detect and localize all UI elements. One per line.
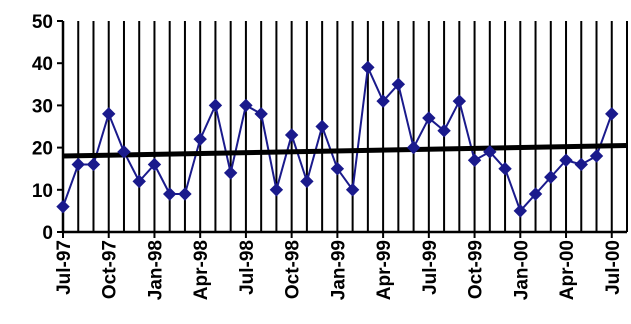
data-point [605, 107, 619, 121]
data-point [269, 183, 284, 197]
data-point [559, 153, 573, 167]
x-tick-label: Apr-98 [191, 240, 212, 300]
data-point [239, 98, 253, 113]
axes [61, 21, 627, 234]
x-axis-ticks: Jul-97 Oct-97 Jan-98 Apr-98 Jul-98 Oct-98 Jan-… [54, 232, 624, 300]
data-point [345, 183, 360, 197]
y-tick-label: 30 [32, 96, 53, 117]
x-tick-label: Jan-98 [145, 240, 166, 300]
data-point [102, 107, 116, 121]
x-tick-label: Jul-97 [54, 240, 75, 295]
data-point [437, 124, 451, 138]
data-point [452, 94, 467, 108]
x-tick-label: Jul-99 [420, 240, 441, 295]
data-point [117, 145, 131, 159]
y-tick-label: 50 [32, 12, 53, 33]
data-point [193, 132, 207, 146]
data-point [223, 166, 238, 180]
data-point [467, 153, 482, 167]
data-point [162, 187, 177, 201]
y-tick-label: 0 [42, 223, 53, 244]
data-points [56, 60, 619, 218]
y-tick-label: 40 [32, 54, 53, 75]
y-axis-ticks: 0 10 20 30 40 50 [32, 12, 63, 244]
data-point [574, 157, 588, 172]
y-tick-label: 20 [32, 139, 53, 160]
data-point [284, 128, 299, 142]
x-tick-label: Jul-98 [237, 240, 258, 295]
x-tick-label: Apr-00 [557, 240, 578, 300]
data-point [86, 157, 101, 172]
data-point [178, 187, 192, 201]
data-point [56, 199, 70, 214]
data-point [132, 174, 146, 189]
data-point [315, 119, 329, 134]
data-point [71, 157, 85, 172]
data-point [147, 157, 162, 172]
data-point [376, 94, 390, 108]
trendline [62, 142, 628, 159]
data-point [330, 161, 345, 176]
x-tick-label: Oct-99 [466, 240, 487, 299]
data-point [513, 204, 528, 218]
data-point [208, 98, 223, 113]
data-point [589, 149, 604, 163]
x-tick-label: Jul-00 [603, 240, 624, 295]
data-point [483, 145, 497, 159]
data-point [300, 174, 314, 189]
data-point [544, 170, 558, 184]
y-tick-label: 10 [32, 181, 53, 202]
trendline-group [62, 142, 628, 159]
x-tick-label: Oct-98 [283, 240, 304, 299]
data-point [254, 107, 268, 121]
data-point [391, 77, 406, 92]
x-tick-label: Apr-99 [374, 240, 395, 300]
data-point [422, 111, 436, 125]
data-point [406, 140, 421, 155]
data-point [498, 161, 512, 176]
x-tick-label: Jan-00 [511, 240, 532, 300]
vertical-grid [62, 21, 628, 232]
data-point [361, 60, 375, 75]
x-tick-label: Oct-97 [100, 240, 121, 299]
x-tick-label: Jan-99 [328, 240, 349, 300]
data-point [528, 187, 543, 201]
